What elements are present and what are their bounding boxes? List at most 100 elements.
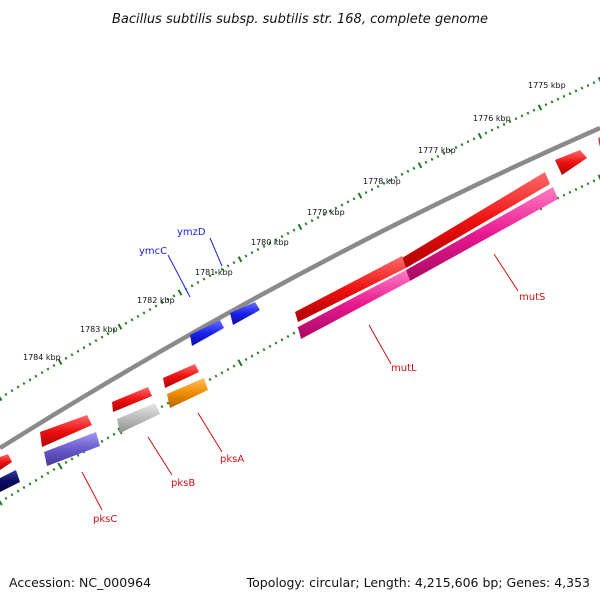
gene-feature-red [112,387,152,412]
inner-minor-tick [28,482,32,486]
outer-minor-tick [574,89,578,93]
outer-minor-tick [424,160,428,164]
tick-label-1784: 1784 kbp [23,353,61,362]
inner-minor-tick [556,196,560,200]
gene-feature-red [555,150,587,175]
outer-major-tick [537,104,543,111]
outer-minor-tick [352,197,356,201]
gene-feature-ymcC [190,320,224,346]
gene-feature-red [0,454,12,470]
outer-minor-tick [442,151,446,156]
gene-label-pksB: pksB [171,478,195,489]
outer-minor-tick [286,231,290,235]
outer-minor-tick [550,100,554,104]
inner-minor-tick [280,338,284,342]
backbone-circle [0,125,600,450]
outer-minor-tick [214,270,218,275]
inner-minor-tick [286,334,290,339]
gene-feature-mutL-red [295,256,406,322]
inner-minor-tick [232,364,236,368]
inner-major-tick [597,174,600,181]
inner-minor-tick [256,351,260,355]
outer-minor-tick [532,108,536,112]
outer-minor-tick [16,385,20,389]
outer-minor-tick [304,222,308,226]
gene-feature-pksA [167,378,208,408]
outer-minor-tick [502,122,506,126]
outer-minor-tick [310,219,314,223]
outer-minor-tick [364,191,368,195]
outer-minor-tick [448,148,452,153]
outer-minor-tick [130,318,134,322]
outer-major-tick [357,192,363,199]
gene-feature-ymzD [230,302,260,325]
outer-major-tick [0,396,3,402]
inner-minor-tick [46,471,50,475]
outer-minor-tick [340,203,344,207]
topology-text: Topology: circular; Length: 4,215,606 bp… [246,575,590,590]
tick-label-1775: 1775 kbp [528,81,566,90]
gene-label-mutL: mutL [391,363,417,374]
outer-minor-tick [148,307,152,312]
outer-minor-tick [46,367,50,371]
gene-feature-navy [0,470,20,492]
gene-feature-red [163,364,199,388]
inner-minor-tick [244,357,248,362]
inner-minor-tick [10,493,14,497]
outer-minor-tick [94,339,98,343]
outer-minor-tick [322,212,326,216]
outer-minor-tick [112,328,116,332]
outer-major-tick [417,162,423,169]
outer-minor-tick [412,166,416,170]
outer-minor-tick [160,301,164,305]
outer-minor-tick [34,374,38,378]
outer-minor-tick [190,284,194,288]
inner-minor-tick [574,187,578,191]
accession-text: Accession: NC_000964 [9,575,151,590]
outer-minor-tick [10,389,14,393]
outer-minor-tick [280,235,284,239]
inner-minor-tick [214,374,218,378]
inner-minor-tick [226,367,230,371]
gene-label-ymzD: ymzD [177,227,206,238]
outer-minor-tick [292,228,296,232]
outer-minor-tick [166,297,170,301]
outer-minor-tick [586,83,590,87]
outer-minor-tick [346,200,350,204]
label-line-pksA [197,412,223,453]
gene-feature-mutL-magenta [298,270,410,339]
outer-minor-tick [220,267,224,271]
outer-major-tick [237,256,243,263]
outer-minor-tick [562,94,566,98]
gene-feature-pksC [44,432,100,466]
inner-major-tick [0,500,3,506]
outer-minor-tick [64,356,68,360]
outer-minor-tick [4,392,8,396]
inner-minor-tick [208,377,212,382]
outer-minor-tick [124,321,128,325]
outer-major-tick [597,76,600,83]
label-line-mutL [368,324,392,365]
tick-label-1783: 1783 kbp [80,325,118,334]
inner-minor-tick [586,182,590,186]
outer-minor-tick [568,92,572,96]
outer-minor-tick [106,332,110,336]
outer-minor-tick [556,97,560,101]
inner-minor-tick [52,468,56,472]
inner-minor-tick [580,185,584,189]
tick-label-1777: 1777 kbp [418,146,456,155]
inner-minor-tick [76,453,80,457]
gene-feature-pksB [117,403,160,433]
gene-label-mutS: mutS [519,292,545,303]
gene-feature-red [40,415,92,447]
outer-minor-tick [382,181,386,185]
outer-minor-tick [472,137,476,141]
tick-label-1779: 1779 kbp [307,208,345,217]
gene-label-ymcC: ymcC [139,246,167,257]
outer-minor-tick [508,120,512,124]
outer-minor-tick [202,277,206,281]
outer-minor-tick [514,117,518,121]
outer-minor-tick [28,378,32,382]
outer-minor-tick [430,157,434,161]
outer-minor-tick [250,251,254,255]
